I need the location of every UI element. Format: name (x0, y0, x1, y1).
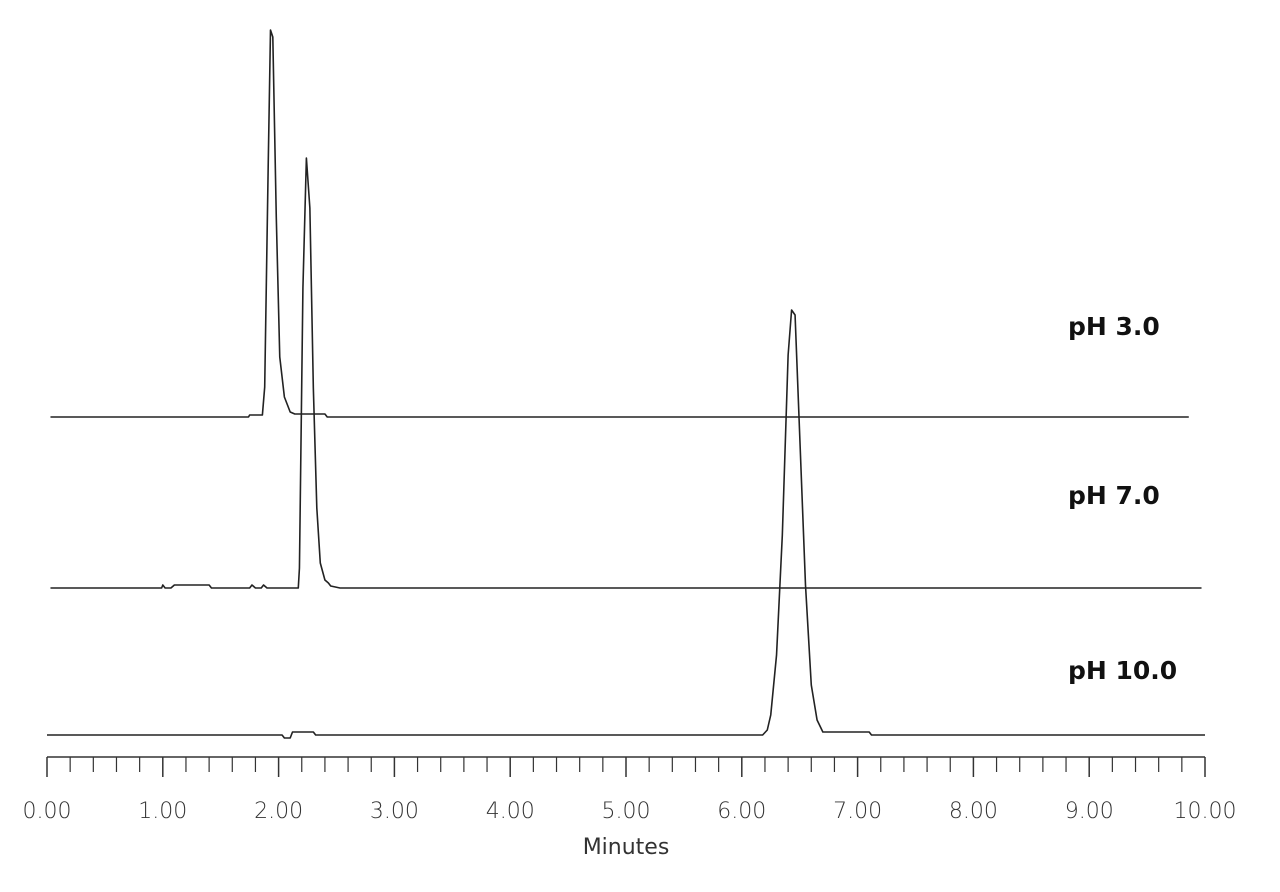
x-tick-label: 8.00 (949, 799, 998, 824)
x-tick-label: 6.00 (717, 799, 766, 824)
trace-label: pH 10.0 (1068, 656, 1177, 685)
x-tick-label: 4.00 (486, 799, 535, 824)
trace-label: pH 7.0 (1068, 481, 1160, 510)
x-tick-label: 9.00 (1065, 799, 1114, 824)
x-tick-label: 0.00 (23, 799, 72, 824)
trace (50, 29, 1189, 418)
x-tick-label: 1.00 (138, 799, 187, 824)
trace-label: pH 3.0 (1068, 312, 1160, 341)
trace (50, 157, 1202, 589)
x-axis-title: Minutes (583, 835, 670, 860)
x-tick-label: 2.00 (254, 799, 303, 824)
x-tick-label: 5.00 (602, 799, 651, 824)
trace (47, 309, 1205, 739)
x-tick-label: 10.00 (1174, 799, 1237, 824)
x-tick-label: 3.00 (370, 799, 419, 824)
x-tick-label: 7.00 (833, 799, 882, 824)
